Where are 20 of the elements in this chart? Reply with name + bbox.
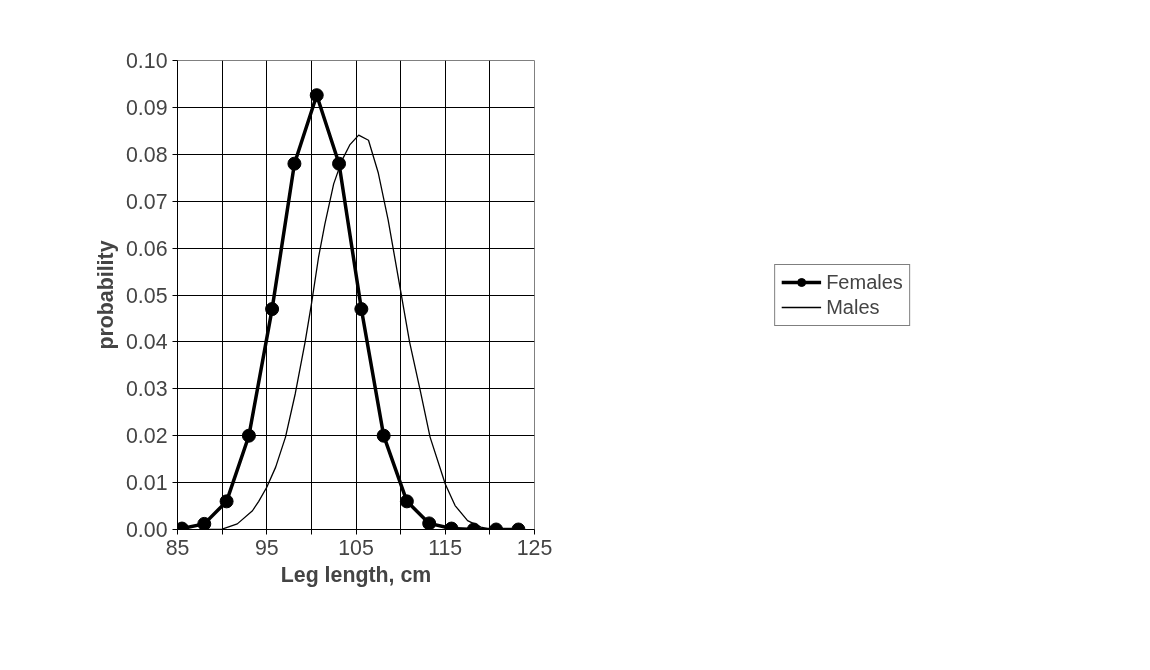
x-tick-label: 125	[516, 535, 553, 560]
y-tick-label: 0.02	[125, 424, 168, 449]
y-tick-label: 0.03	[125, 377, 168, 402]
legend-label: Females	[826, 270, 903, 294]
legend-label: Males	[826, 295, 880, 319]
x-tick-label: 115	[428, 535, 463, 560]
y-tick-label: 0.05	[125, 283, 168, 308]
y-tick-label: 0.07	[125, 189, 168, 214]
x-tick-label: 105	[338, 535, 374, 560]
x-axis-title: Leg length, cm	[280, 562, 432, 587]
x-tick-label: 95	[254, 535, 279, 560]
y-tick-label: 0.08	[125, 142, 168, 167]
y-tick-label: 0.01	[125, 471, 168, 496]
y-tick-label: 0.06	[125, 236, 168, 261]
y-tick-label: 0.09	[125, 95, 168, 120]
y-tick-label: 0.04	[125, 330, 168, 355]
y-tick-label: 0.10	[125, 49, 168, 73]
y-tick-label: 0.00	[125, 518, 168, 542]
x-tick-label: 85	[165, 535, 190, 560]
y-axis-title: probability	[93, 240, 118, 350]
